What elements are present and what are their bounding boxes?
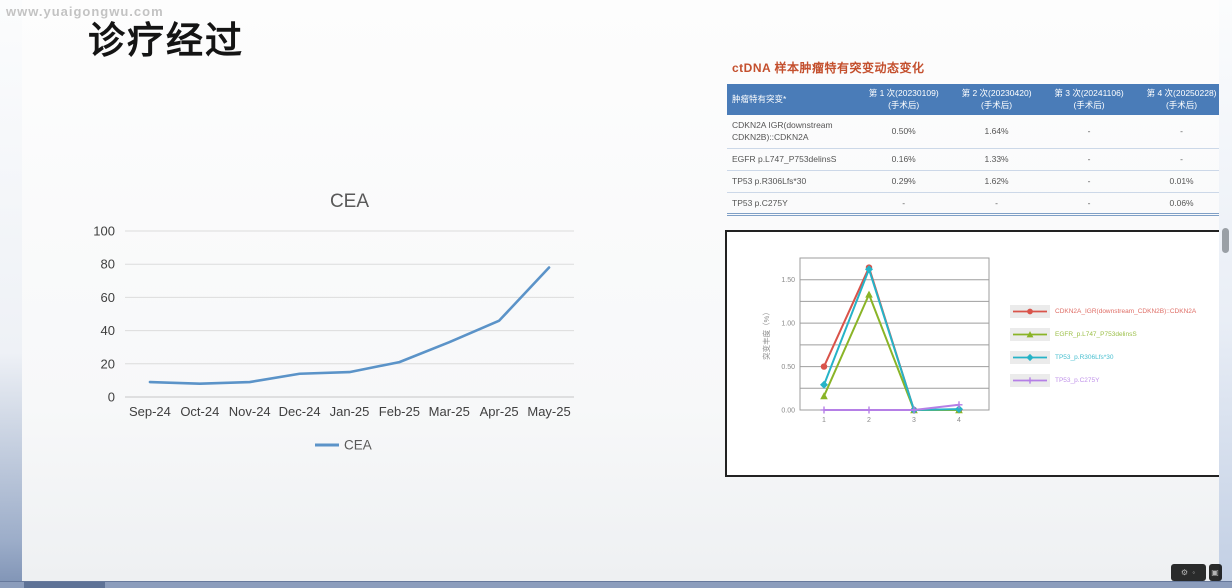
svg-text:1: 1 — [822, 417, 826, 424]
table-row: CDKN2A IGR(downstream CDKN2B)::CDKN2A 0.5… — [727, 114, 1228, 150]
player-settings-button[interactable]: ▣ — [1209, 564, 1222, 581]
svg-text:0.50: 0.50 — [781, 364, 795, 371]
mutation-value: - — [950, 192, 1043, 216]
mutation-value: - — [1043, 148, 1136, 171]
visit-header-1: 第 1 次(20230109) (手术后) — [857, 84, 951, 115]
legend-label: TP53_p.R306Lfs*30 — [1055, 354, 1114, 361]
mutation-table-title: ctDNA 样本肿瘤特有突变动态变化 — [732, 61, 925, 75]
mutation-table-body: CDKN2A IGR(downstream CDKN2B)::CDKN2A 0.5… — [727, 114, 1228, 216]
svg-text:2: 2 — [867, 417, 871, 424]
svg-text:60: 60 — [101, 290, 115, 305]
legend-label: EGFR_p.L747_P753delinsS — [1055, 331, 1137, 338]
cea-x-label: Apr-25 — [480, 404, 519, 419]
legend-item: TP53_p.R306Lfs*30 — [1010, 350, 1196, 365]
trend-series — [820, 401, 963, 414]
svg-text:40: 40 — [101, 323, 115, 338]
mutation-value: 1.64% — [950, 114, 1043, 150]
cea-x-label: Feb-25 — [379, 404, 420, 419]
svg-text:20: 20 — [101, 356, 115, 371]
svg-text:0.00: 0.00 — [781, 408, 795, 415]
trend-series — [820, 265, 963, 414]
legend-swatch-icon — [1010, 305, 1050, 318]
mutation-name: TP53 p.C275Y — [727, 192, 858, 216]
mutation-value: 1.33% — [950, 148, 1043, 171]
svg-text:3: 3 — [912, 417, 916, 424]
cea-x-label: Jan-25 — [330, 404, 370, 419]
player-controls-button[interactable]: ⚙ ◦ — [1171, 564, 1206, 581]
mutation-value: - — [1135, 148, 1228, 171]
mutation-value: 1.62% — [950, 170, 1043, 193]
mutation-value: - — [857, 192, 951, 216]
mutation-value: 0.50% — [857, 114, 951, 150]
cea-x-label: Sep-24 — [129, 404, 171, 419]
watermark: www.yuaigongwu.com — [6, 4, 164, 19]
svg-text:1.50: 1.50 — [781, 277, 795, 284]
legend-label: CDKN2A_IGR(downstream_CDKN2B)::CDKN2A — [1055, 308, 1197, 315]
table-row: EGFR p.L747_P753delinsS 0.16% 1.33% - - — [727, 148, 1228, 171]
player-progress-bar[interactable] — [0, 581, 1232, 588]
mutation-value: - — [1043, 114, 1136, 150]
legend-swatch-icon — [1010, 328, 1050, 341]
cea-line-chart: CEA 0 20 40 60 80 100 Sep-24 Oct-24 Nov-24 Dec-24 J… — [87, 183, 662, 468]
svg-text:1.00: 1.00 — [781, 321, 795, 328]
legend-swatch-icon — [1010, 374, 1050, 387]
legend-label: TP53_p.C275Y — [1055, 377, 1100, 384]
player-settings-icon: ▣ — [1211, 568, 1220, 577]
cea-x-label: May-25 — [527, 404, 570, 419]
table-row: TP53 p.C275Y - - -0.06% — [727, 192, 1228, 216]
mutation-value: - — [1135, 114, 1228, 150]
mutation-value: 0.16% — [857, 148, 951, 171]
mutation-value: 0.06% — [1135, 192, 1228, 216]
presentation-slide: 诊疗经过 CEA 0 20 40 60 80 100 Sep-24 Oct-24 Nov-24 De… — [22, 0, 1228, 581]
svg-text:0: 0 — [108, 390, 115, 405]
mutation-value: 0.01% — [1135, 170, 1228, 193]
mutation-name: TP53 p.R306Lfs*30 — [727, 170, 858, 193]
svg-text:CEA: CEA — [344, 438, 372, 453]
cea-x-label: Dec-24 — [279, 404, 321, 419]
scrollbar-track[interactable] — [1219, 0, 1232, 581]
mutation-name: EGFR p.L747_P753delinsS — [727, 148, 858, 171]
mutation-value: - — [1043, 192, 1136, 216]
legend-item: EGFR_p.L747_P753delinsS — [1010, 327, 1196, 342]
legend-item: TP53_p.C275Y — [1010, 373, 1196, 388]
cea-chart-svg: CEA 0 20 40 60 80 100 Sep-24 Oct-24 Nov-24 Dec-24 J… — [93, 191, 574, 453]
mutation-trend-ylabel: 突变丰度（%） — [761, 308, 771, 360]
player-controls-icon: ⚙ ◦ — [1180, 568, 1197, 577]
trend-series — [820, 290, 963, 414]
visit-header-3: 第 3 次(20241106) (手术后) — [1043, 84, 1136, 115]
mutation-value: 0.29% — [857, 170, 951, 193]
legend-item: CDKN2A_IGR(downstream_CDKN2B)::CDKN2A — [1010, 304, 1196, 319]
mutation-table-header: 肿瘤特有突变* 第 1 次(20230109) (手术后) 第 2 次(2023042… — [727, 84, 1228, 115]
mutation-trend-svg: 0.00 0.50 1.00 1.50 1 2 3 4 突变丰度（%） — [761, 257, 990, 424]
page-title: 诊疗经过 — [88, 20, 244, 61]
svg-text:100: 100 — [93, 224, 115, 239]
player-progress-segment — [24, 582, 105, 588]
visit-header-4: 第 4 次(20250228) (手术后) — [1135, 84, 1228, 115]
scrollbar-thumb[interactable] — [1222, 228, 1229, 253]
mutation-col-header: 肿瘤特有突变* — [727, 84, 858, 115]
cea-chart-title: CEA — [330, 191, 369, 212]
legend-swatch-icon — [1010, 351, 1050, 364]
cea-legend: CEA — [315, 438, 372, 453]
mutation-name: CDKN2A IGR(downstream CDKN2B)::CDKN2A — [727, 114, 858, 150]
table-row: TP53 p.R306Lfs*30 0.29% 1.62% -0.01% — [727, 170, 1228, 193]
cea-x-label: Nov-24 — [229, 404, 271, 419]
cea-grid: 0 20 40 60 80 100 — [93, 224, 574, 405]
svg-text:4: 4 — [957, 417, 961, 424]
cea-x-label: Oct-24 — [180, 404, 219, 419]
cea-x-label: Mar-25 — [429, 404, 470, 419]
visit-header-2: 第 2 次(20230420) (手术后) — [950, 84, 1043, 115]
mutation-value: - — [1043, 170, 1136, 193]
svg-text:80: 80 — [101, 257, 115, 272]
cea-series-line — [148, 266, 551, 386]
mutation-table: 肿瘤特有突变* 第 1 次(20230109) (手术后) 第 2 次(2023042… — [727, 84, 1228, 217]
